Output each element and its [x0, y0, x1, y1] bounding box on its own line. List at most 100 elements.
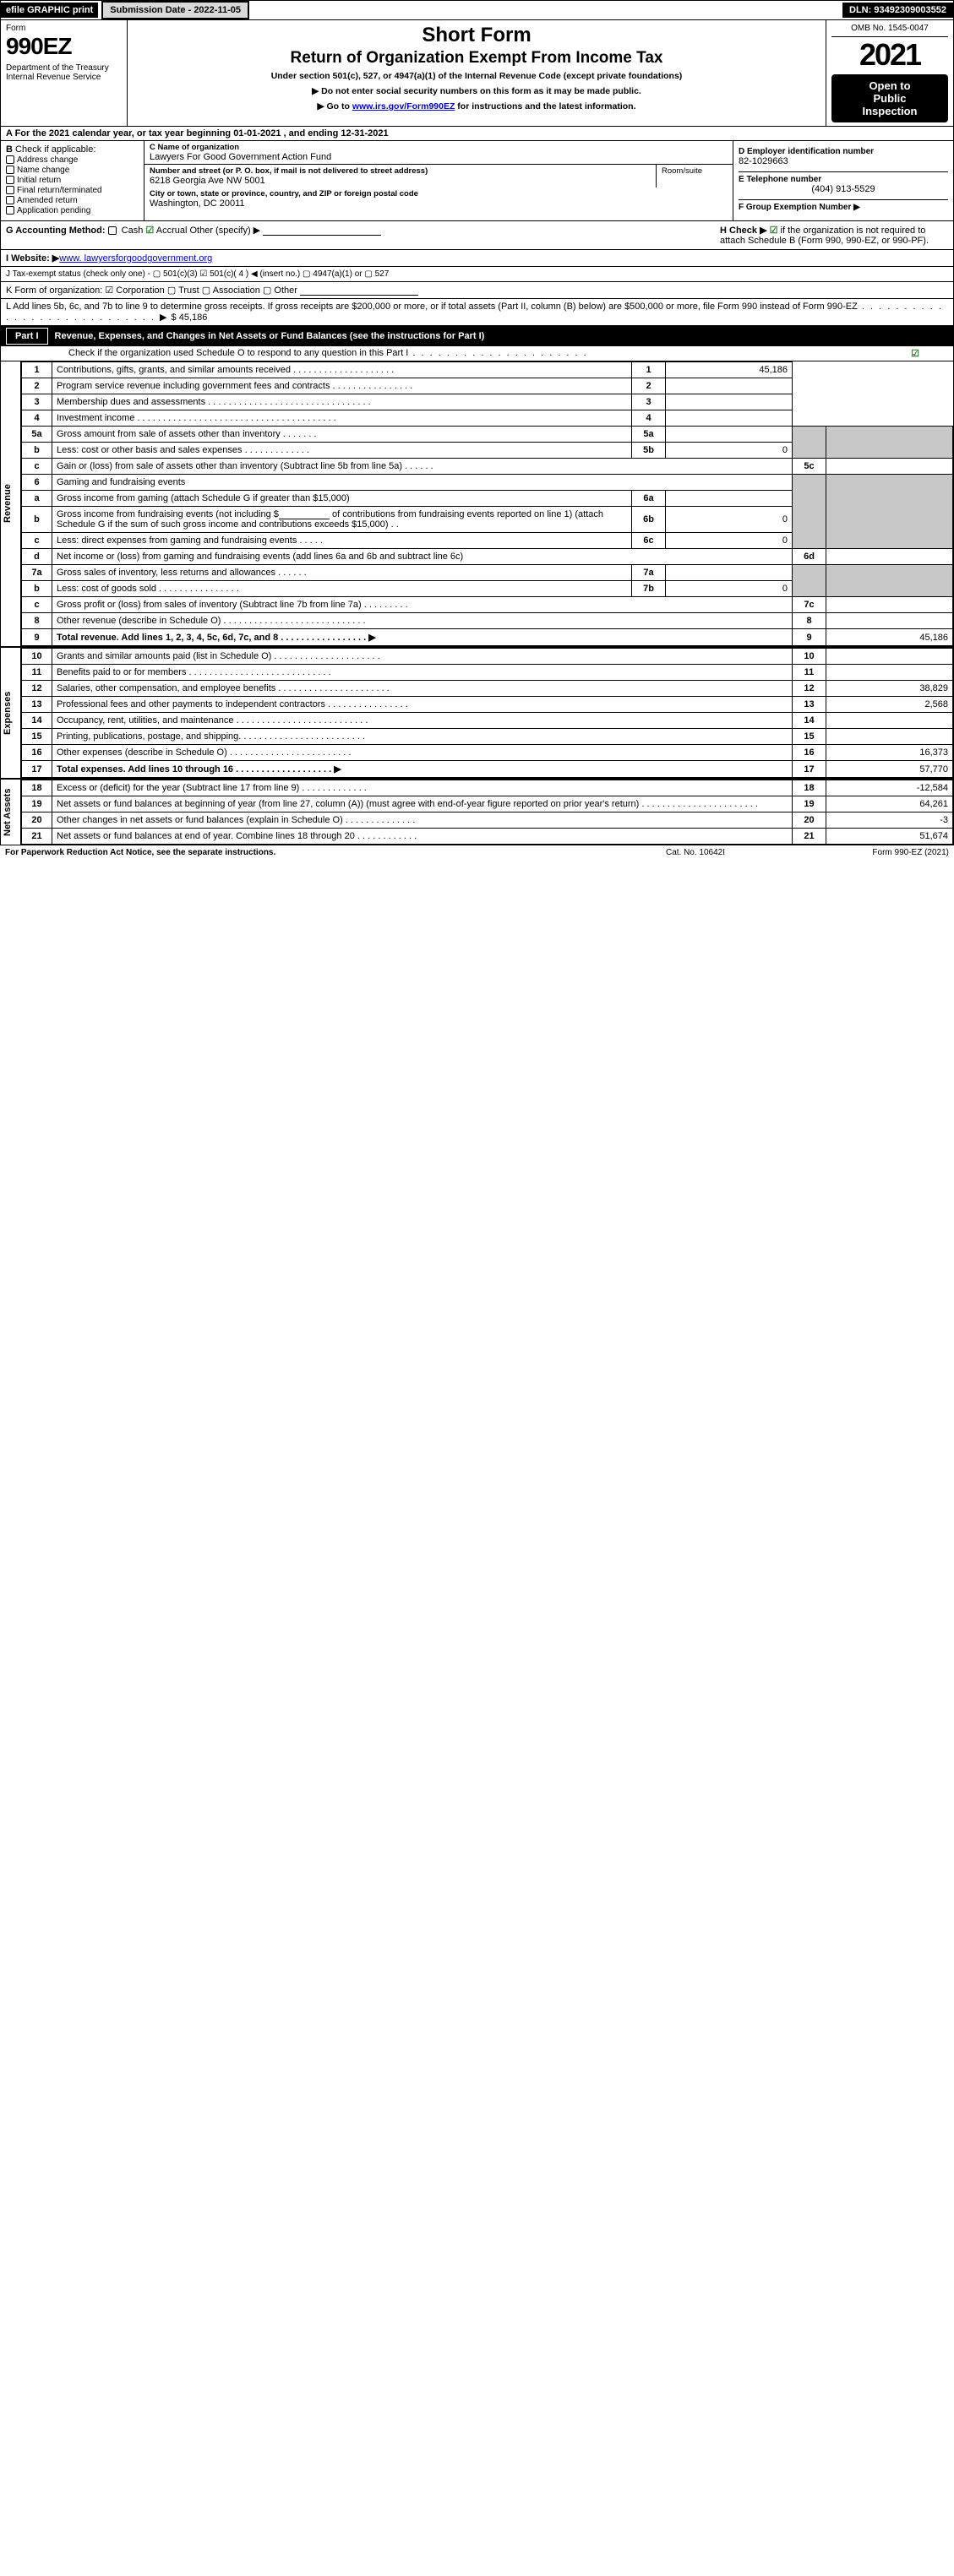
- check-address-change[interactable]: Address change: [6, 155, 139, 165]
- dept-label: Department of the Treasury Internal Reve…: [6, 63, 122, 82]
- line-10: 10Grants and similar amounts paid (list …: [22, 649, 953, 665]
- h-label: H Check ▶: [720, 226, 767, 236]
- revenue-sidelabel: Revenue: [1, 361, 21, 646]
- omb-number: OMB No. 1545-0047: [831, 24, 948, 37]
- line-5c: cGain or (loss) from sale of assets othe…: [22, 459, 953, 475]
- part1-header: Part I Revenue, Expenses, and Changes in…: [1, 326, 953, 346]
- tax-year: 2021: [831, 37, 948, 73]
- accrual-label: Accrual: [156, 226, 188, 236]
- b-text: Check if applicable:: [15, 144, 95, 155]
- g-label: G Accounting Method:: [6, 226, 106, 236]
- expenses-block: Expenses 10Grants and similar amounts pa…: [1, 646, 953, 778]
- open-line2: Public: [837, 92, 943, 105]
- part1-check[interactable]: ☑: [911, 348, 919, 359]
- part1-sub-text: Check if the organization used Schedule …: [68, 348, 408, 358]
- org-city: Washington, DC 20011: [150, 198, 728, 209]
- line-1: 1Contributions, gifts, grants, and simil…: [22, 362, 953, 378]
- expenses-table: 10Grants and similar amounts paid (list …: [21, 648, 953, 778]
- check-amended[interactable]: Amended return: [6, 196, 139, 205]
- d-label: D Employer identification number: [739, 147, 948, 156]
- line-15: 15Printing, publications, postage, and s…: [22, 729, 953, 745]
- b-label: B: [6, 144, 13, 155]
- part1-sub-dots: . . . . . . . . . . . . . . . . . . . . …: [408, 348, 587, 358]
- check-final-return[interactable]: Final return/terminated: [6, 186, 139, 195]
- l-text: L Add lines 5b, 6c, and 7b to line 9 to …: [6, 302, 858, 312]
- dln: DLN: 93492309003552: [842, 3, 953, 18]
- col-d: D Employer identification number 82-1029…: [733, 141, 953, 220]
- c-label: C Name of organization: [150, 143, 728, 152]
- check-accrual[interactable]: ☑: [145, 226, 154, 236]
- header-right: OMB No. 1545-0047 2021 Open to Public In…: [826, 20, 953, 126]
- note2-post: for instructions and the latest informat…: [455, 101, 635, 111]
- form-number: 990EZ: [6, 33, 122, 60]
- phone: (404) 913-5529: [739, 184, 948, 194]
- row-l: L Add lines 5b, 6c, and 7b to line 9 to …: [1, 299, 953, 326]
- col-c-org: C Name of organization Lawyers For Good …: [144, 141, 733, 220]
- e-label: E Telephone number: [739, 175, 948, 184]
- irs-link[interactable]: www.irs.gov/Form990EZ: [352, 101, 455, 111]
- line-12: 12Salaries, other compensation, and empl…: [22, 681, 953, 697]
- title-return: Return of Organization Exempt From Incom…: [133, 49, 820, 68]
- open-inspection: Open to Public Inspection: [831, 74, 948, 122]
- line-19: 19Net assets or fund balances at beginni…: [22, 796, 953, 812]
- line-16: 16Other expenses (describe in Schedule O…: [22, 745, 953, 761]
- col-b-checks: B Check if applicable: Address change Na…: [1, 141, 144, 220]
- line-7c: cGross profit or (loss) from sales of in…: [22, 597, 953, 613]
- note-ssn: ▶ Do not enter social security numbers o…: [133, 86, 820, 96]
- line-17: 17Total expenses. Add lines 10 through 1…: [22, 761, 953, 778]
- row-j: J Tax-exempt status (check only one) - ▢…: [1, 267, 953, 282]
- note2-pre: ▶ Go to: [318, 101, 352, 111]
- ein: 82-1029663: [739, 156, 948, 166]
- netassets-table: 18Excess or (deficit) for the year (Subt…: [21, 780, 953, 845]
- city-label: City or town, state or province, country…: [150, 189, 728, 198]
- part1-sub: Check if the organization used Schedule …: [1, 346, 953, 361]
- k-blank[interactable]: [300, 285, 418, 296]
- line-14: 14Occupancy, rent, utilities, and mainte…: [22, 713, 953, 729]
- revenue-block: Revenue 1Contributions, gifts, grants, a…: [1, 361, 953, 646]
- open-line3: Inspection: [837, 105, 943, 117]
- submission-date: Submission Date - 2022-11-05: [101, 1, 249, 19]
- check-cash[interactable]: [108, 226, 117, 235]
- check-name-change[interactable]: Name change: [6, 166, 139, 175]
- room-suite-label: Room/suite: [657, 165, 733, 187]
- line-8: 8Other revenue (describe in Schedule O) …: [22, 613, 953, 629]
- footer-left: For Paperwork Reduction Act Notice, see …: [5, 848, 611, 857]
- row-k: K Form of organization: ☑ Corporation ▢ …: [1, 282, 953, 299]
- header-left: Form 990EZ Department of the Treasury In…: [1, 20, 128, 126]
- website-link[interactable]: www. lawyersforgoodgovernment.org: [59, 253, 212, 264]
- cash-label: Cash: [122, 226, 144, 236]
- addr-label: Number and street (or P. O. box, if mail…: [150, 166, 651, 176]
- section-b: B Check if applicable: Address change Na…: [1, 141, 953, 221]
- check-app-pending[interactable]: Application pending: [6, 206, 139, 215]
- line-21: 21Net assets or fund balances at end of …: [22, 829, 953, 845]
- part1-label: Part I: [6, 328, 48, 345]
- org-address: 6218 Georgia Ave NW 5001: [150, 176, 651, 186]
- check-initial-return[interactable]: Initial return: [6, 176, 139, 185]
- footer-center: Cat. No. 10642I: [611, 848, 780, 857]
- line-20: 20Other changes in net assets or fund ba…: [22, 812, 953, 829]
- other-blank[interactable]: [263, 226, 381, 236]
- line-5a: 5aGross amount from sale of assets other…: [22, 427, 953, 443]
- line-11: 11Benefits paid to or for members . . . …: [22, 665, 953, 681]
- netassets-block: Net Assets 18Excess or (deficit) for the…: [1, 778, 953, 845]
- line-6: 6Gaming and fundraising events: [22, 475, 953, 491]
- form-990ez: efile GRAPHIC print Submission Date - 20…: [0, 0, 954, 845]
- f-label: F Group Exemption Number ▶: [739, 203, 948, 212]
- line-4: 4Investment income . . . . . . . . . . .…: [22, 410, 953, 427]
- line-6d: dNet income or (loss) from gaming and fu…: [22, 549, 953, 565]
- efile-print[interactable]: efile GRAPHIC print: [1, 3, 98, 18]
- other-specify: Other (specify) ▶: [189, 226, 260, 236]
- l-amount: $ 45,186: [172, 312, 208, 323]
- revenue-table: 1Contributions, gifts, grants, and simil…: [21, 361, 953, 646]
- header-center: Short Form Return of Organization Exempt…: [128, 20, 826, 126]
- part1-title: Revenue, Expenses, and Changes in Net As…: [55, 331, 948, 341]
- note-link: ▶ Go to www.irs.gov/Form990EZ for instru…: [133, 101, 820, 111]
- line-7a: 7aGross sales of inventory, less returns…: [22, 565, 953, 581]
- line-2: 2Program service revenue including gover…: [22, 378, 953, 394]
- line-9: 9Total revenue. Add lines 1, 2, 3, 4, 5c…: [22, 629, 953, 646]
- check-h[interactable]: ☑: [770, 226, 778, 236]
- form-word: Form: [6, 24, 122, 33]
- footer-right: Form 990-EZ (2021): [780, 848, 949, 857]
- line-13: 13Professional fees and other payments t…: [22, 697, 953, 713]
- page-footer: For Paperwork Reduction Act Notice, see …: [0, 845, 954, 860]
